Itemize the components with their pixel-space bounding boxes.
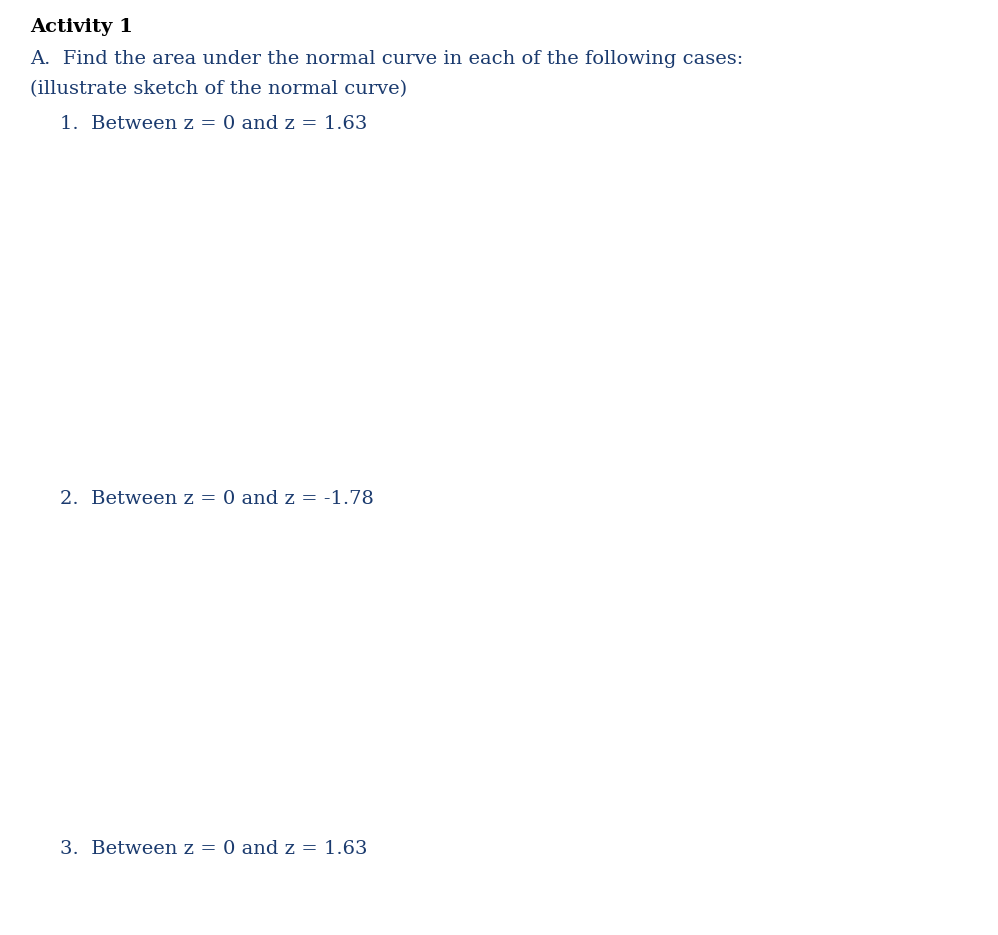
Text: A.  Find the area under the normal curve in each of the following cases:: A. Find the area under the normal curve … bbox=[30, 50, 744, 68]
Text: 3.  Between z = 0 and z = 1.63: 3. Between z = 0 and z = 1.63 bbox=[60, 840, 367, 858]
Text: 2.  Between z = 0 and z = -1.78: 2. Between z = 0 and z = -1.78 bbox=[60, 490, 374, 508]
Text: 1.  Between z = 0 and z = 1.63: 1. Between z = 0 and z = 1.63 bbox=[60, 115, 367, 133]
Text: Activity 1: Activity 1 bbox=[30, 18, 133, 36]
Text: (illustrate sketch of the normal curve): (illustrate sketch of the normal curve) bbox=[30, 80, 407, 98]
